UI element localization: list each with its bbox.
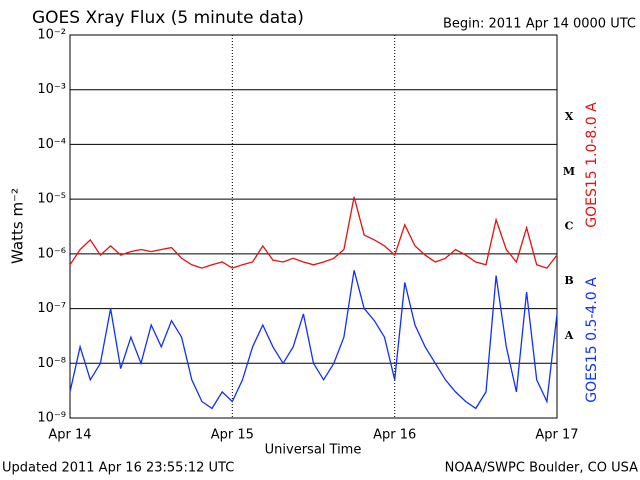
legend-label: GOES15 1.0-8.0 A [584,102,600,228]
x-tick-label: Apr 16 [373,428,416,443]
y-tick-label: 10⁻⁹ [37,411,66,426]
y-tick-label: 10⁻⁷ [37,301,66,316]
flare-class-label: M [563,165,575,178]
x-tick-label: Apr 17 [535,428,578,443]
x-tick-label: Apr 15 [211,428,254,443]
flare-class-label: A [564,329,574,342]
y-tick-label: 10⁻² [37,28,66,43]
y-tick-label: 10⁻³ [37,82,66,97]
y-tick-label: 10⁻⁵ [37,192,66,207]
flare-class-label: C [565,220,574,233]
series-line [69,270,558,410]
footer-right: NOAA/SWPC Boulder, CO USA [445,461,638,476]
y-tick-label: 10⁻⁸ [37,356,66,371]
series-line [69,196,558,269]
chart-subtitle: Begin: 2011 Apr 14 0000 UTC [443,17,636,32]
y-tick-label: 10⁻⁴ [37,137,66,152]
flare-class-label: X [565,110,574,123]
flare-class-label: B [564,274,573,287]
plot-frame [69,34,558,419]
x-axis-label: Universal Time [265,443,362,458]
legend-label: GOES15 0.5-4.0 A [584,277,600,403]
x-tick-label: Apr 14 [48,428,91,443]
chart-title: GOES Xray Flux (5 minute data) [32,8,304,28]
y-tick-label: 10⁻⁶ [37,246,66,261]
y-axis-label: Watts m⁻² [9,188,27,264]
footer-left: Updated 2011 Apr 16 23:55:12 UTC [2,461,234,476]
